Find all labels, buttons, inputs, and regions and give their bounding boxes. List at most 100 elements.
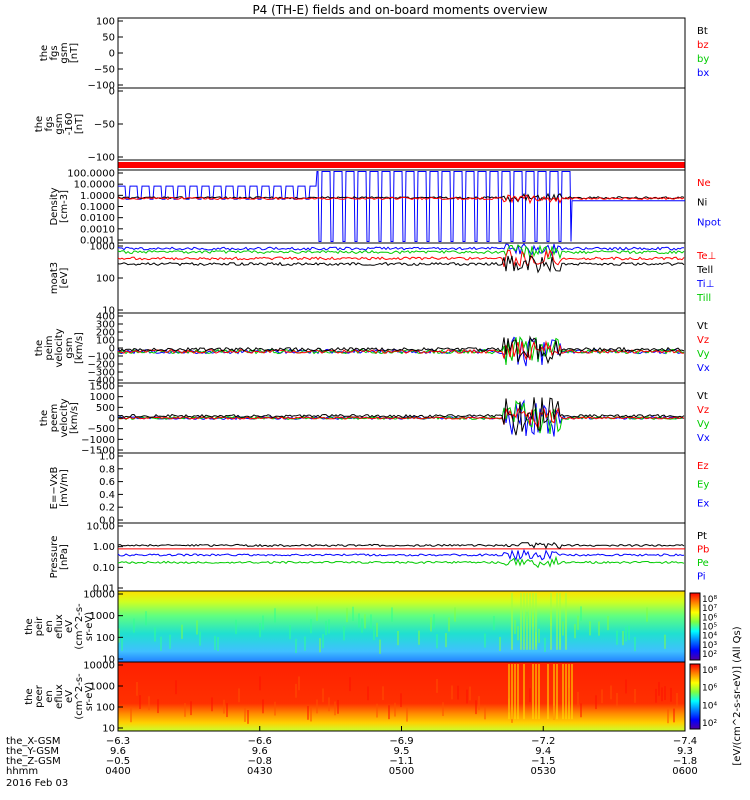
y-axis-label: -160 bbox=[64, 113, 75, 136]
x-tick-label: −1.1 bbox=[389, 756, 413, 767]
legend-entry: Vy bbox=[697, 349, 710, 360]
plot-title: P4 (TH-E) fields and on-board moments ov… bbox=[252, 3, 547, 17]
legend-entry: Vt bbox=[697, 391, 708, 402]
y-tick-label: 0.1000 bbox=[80, 202, 115, 213]
y-tick-label: −1000 bbox=[81, 435, 115, 446]
panel-1: 100 50 0 −50 −100 the fgs gsm [nT] Bt bz by bx bbox=[39, 17, 709, 92]
x-tick-label: 9.6 bbox=[110, 746, 126, 757]
x-tick-label: −6.6 bbox=[248, 736, 272, 747]
y-tick-label: 10 bbox=[102, 306, 115, 317]
panel-frame bbox=[117, 522, 686, 592]
y-tick-label: 0.0001 bbox=[80, 236, 115, 247]
x-tick-label: 9.4 bbox=[535, 746, 551, 757]
x-tick-label: 0430 bbox=[247, 766, 272, 777]
series-pe bbox=[117, 555, 685, 569]
y-tick-label: 0.01 bbox=[93, 584, 115, 595]
y-tick-label: 10000 bbox=[83, 661, 115, 672]
x-tick-label: 9.5 bbox=[394, 746, 410, 757]
x-tick-label: −6.3 bbox=[106, 736, 130, 747]
panel-8: 1.00.8 0.6 0.4 0.2 0.0 E=−VxB [mV/m] Ez Ey Ex bbox=[49, 452, 709, 527]
panel-2: 0 −50 −100 the fgs gsm -160 [nT] bbox=[34, 87, 686, 164]
y-tick-label: 0 bbox=[109, 49, 115, 60]
y-tick-label: 0.0100 bbox=[80, 213, 115, 224]
y-axis-label: eV bbox=[64, 620, 75, 633]
y-axis-label: the bbox=[24, 618, 35, 634]
y-tick-label: 100 bbox=[96, 703, 115, 714]
y-tick-label: −1500 bbox=[81, 446, 115, 457]
y-axis-label: peir bbox=[34, 616, 45, 636]
y-axis-label: eflux bbox=[54, 684, 65, 709]
y-tick-label: 0.0 bbox=[99, 516, 115, 527]
panel-5: 1000 100 10 moat3 [eV] Te⊥ Tell Ti⊥ Till bbox=[49, 242, 716, 317]
y-tick-label: −400 bbox=[88, 376, 115, 387]
series-vx bbox=[117, 399, 684, 437]
y-tick-label: 100.0000 bbox=[67, 169, 115, 180]
x-tick-label: −1.5 bbox=[531, 756, 555, 767]
x-tick-label: 0400 bbox=[105, 766, 130, 777]
y-tick-label: −500 bbox=[88, 424, 115, 435]
y-tick-label: 0.2 bbox=[99, 503, 115, 514]
y-tick-label: 100 bbox=[96, 336, 115, 347]
y-axis-label: the bbox=[39, 410, 50, 426]
x-tick-label: −7.2 bbox=[531, 736, 555, 747]
panel-frame bbox=[117, 169, 686, 244]
y-tick-label: 1000 bbox=[90, 682, 115, 693]
panel-frame bbox=[117, 87, 686, 161]
x-tick-label: 0500 bbox=[389, 766, 414, 777]
legend-entry: Ex bbox=[697, 498, 709, 509]
y-tick-label: −50 bbox=[94, 120, 115, 131]
series-pt bbox=[117, 541, 685, 550]
panel-frame bbox=[117, 242, 686, 314]
y-tick-label: 10 bbox=[102, 724, 115, 735]
y-tick-label: 10.0000 bbox=[74, 180, 115, 191]
date-label: 2016 Feb 03 bbox=[6, 778, 68, 789]
y-tick-label: −200 bbox=[88, 360, 115, 371]
legend-entry: Till bbox=[696, 293, 711, 304]
y-axis-label: gsm bbox=[54, 113, 65, 134]
y-tick-label: 1500 bbox=[90, 382, 115, 393]
legend-entry: by bbox=[697, 54, 709, 65]
quality-flag-bar bbox=[118, 162, 685, 168]
colorbar-tick: 10⁸ bbox=[702, 666, 717, 676]
y-tick-label: 1.0 bbox=[99, 452, 115, 463]
colorbar-tick: 10² bbox=[702, 650, 717, 660]
legend-entry: Pe bbox=[697, 558, 709, 569]
y-axis-label: Pressure bbox=[49, 536, 60, 579]
y-axis-label: [eV] bbox=[59, 268, 70, 289]
y-axis-label: [nT] bbox=[69, 43, 80, 63]
y-tick-label: 100 bbox=[96, 274, 115, 285]
legend-entry: Ey bbox=[697, 480, 709, 491]
y-axis-label: Density bbox=[49, 187, 60, 225]
y-tick-label: 10 bbox=[102, 655, 115, 666]
legend-entry: Ni bbox=[697, 198, 707, 209]
y-axis-label: eflux bbox=[54, 614, 65, 639]
panel-frame bbox=[117, 17, 686, 89]
legend-entry: bz bbox=[697, 40, 709, 51]
colorbar-tick: 10⁸ bbox=[702, 595, 717, 605]
y-axis-label: fgs bbox=[44, 116, 55, 131]
series-pi bbox=[117, 548, 685, 562]
y-tick-label: 1000 bbox=[90, 242, 115, 253]
y-tick-label: 500 bbox=[96, 403, 115, 414]
panel-4: 100.000010.00001.00000.10000.01000.00100… bbox=[49, 169, 721, 247]
y-tick-label: 0.6 bbox=[99, 477, 115, 488]
y-tick-label: 0 bbox=[109, 344, 115, 355]
y-axis-label: [km/s] bbox=[74, 332, 85, 364]
y-axis-label: the bbox=[34, 116, 45, 132]
y-tick-label: −300 bbox=[88, 368, 115, 379]
legend-entry: Vt bbox=[697, 321, 708, 332]
colorbar bbox=[689, 592, 701, 661]
colorbar-tick: 10⁴ bbox=[702, 632, 717, 642]
series-ti-perp bbox=[117, 243, 685, 258]
y-axis-label: velocity bbox=[59, 398, 70, 437]
series-vz bbox=[117, 340, 685, 361]
y-axis-label: en bbox=[44, 620, 55, 633]
x-tick-label: −0.5 bbox=[106, 756, 130, 767]
legend-entry: Ez bbox=[697, 461, 709, 472]
y-axis-label: peem bbox=[49, 404, 60, 432]
legend-entry: Vx bbox=[697, 433, 710, 444]
y-axis-label: moat3 bbox=[49, 262, 60, 294]
y-axis-label: E=−VxB bbox=[49, 467, 60, 510]
